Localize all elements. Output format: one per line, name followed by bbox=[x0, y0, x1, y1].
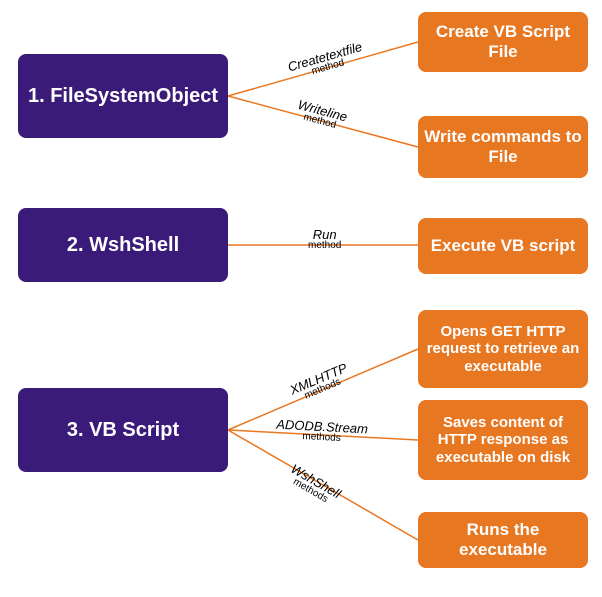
node-label: 1. FileSystemObject bbox=[28, 85, 218, 108]
edge-label-wshshell: WshShell methods bbox=[284, 462, 343, 509]
edge-label-adodb: ADODB.Stream methods bbox=[275, 418, 368, 446]
node-label: Runs the executable bbox=[424, 520, 582, 559]
node-http-get: Opens GET HTTP request to retrieve an ex… bbox=[418, 310, 588, 388]
node-label: 3. VB Script bbox=[67, 419, 179, 442]
edge-label-xmlhttp: XMLHTTP methods bbox=[288, 361, 353, 406]
node-execute-vbs: Execute VB script bbox=[418, 218, 588, 274]
edge-label-run: Run method bbox=[308, 228, 341, 251]
node-wshshell: 2. WshShell bbox=[18, 208, 228, 282]
node-run-exe: Runs the executable bbox=[418, 512, 588, 568]
node-label: Execute VB script bbox=[431, 236, 576, 256]
edge-label-sub: method bbox=[308, 241, 341, 251]
node-create-vbs-file: Create VB Script File bbox=[418, 12, 588, 72]
node-label: Create VB Script File bbox=[424, 22, 582, 61]
node-save-exe: Saves content of HTTP response as execut… bbox=[418, 400, 588, 480]
node-label: Write commands to File bbox=[424, 127, 582, 166]
node-label: Saves content of HTTP response as execut… bbox=[424, 414, 582, 466]
node-filesystemobject: 1. FileSystemObject bbox=[18, 54, 228, 138]
node-write-commands: Write commands to File bbox=[418, 116, 588, 178]
edge-label-writeline: Writeline method bbox=[294, 98, 349, 133]
node-vbscript: 3. VB Script bbox=[18, 388, 228, 472]
edge-label-createtextfile: Createtextfile method bbox=[286, 40, 366, 83]
node-label: Opens GET HTTP request to retrieve an ex… bbox=[424, 323, 582, 375]
node-label: 2. WshShell bbox=[67, 234, 179, 257]
